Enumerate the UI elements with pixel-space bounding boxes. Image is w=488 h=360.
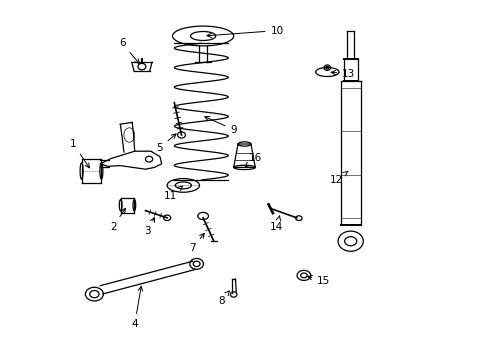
- Text: 7: 7: [188, 233, 204, 253]
- Text: 11: 11: [164, 186, 182, 201]
- Text: 15: 15: [307, 275, 330, 286]
- Text: 9: 9: [204, 117, 237, 135]
- Text: 16: 16: [245, 153, 262, 167]
- Text: 13: 13: [330, 69, 355, 79]
- Text: 2: 2: [110, 208, 125, 232]
- Text: 12: 12: [329, 171, 347, 185]
- Text: 8: 8: [217, 291, 229, 306]
- Text: 3: 3: [143, 217, 154, 236]
- Text: 10: 10: [206, 26, 283, 37]
- Text: 14: 14: [270, 216, 283, 232]
- Text: 1: 1: [70, 139, 89, 168]
- Text: 5: 5: [156, 134, 176, 153]
- Text: 4: 4: [131, 287, 142, 329]
- Text: 6: 6: [119, 38, 139, 64]
